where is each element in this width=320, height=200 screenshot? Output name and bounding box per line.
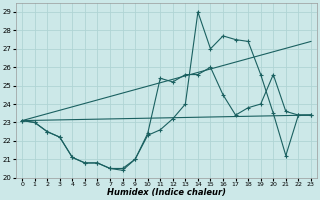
X-axis label: Humidex (Indice chaleur): Humidex (Indice chaleur) bbox=[107, 188, 226, 197]
